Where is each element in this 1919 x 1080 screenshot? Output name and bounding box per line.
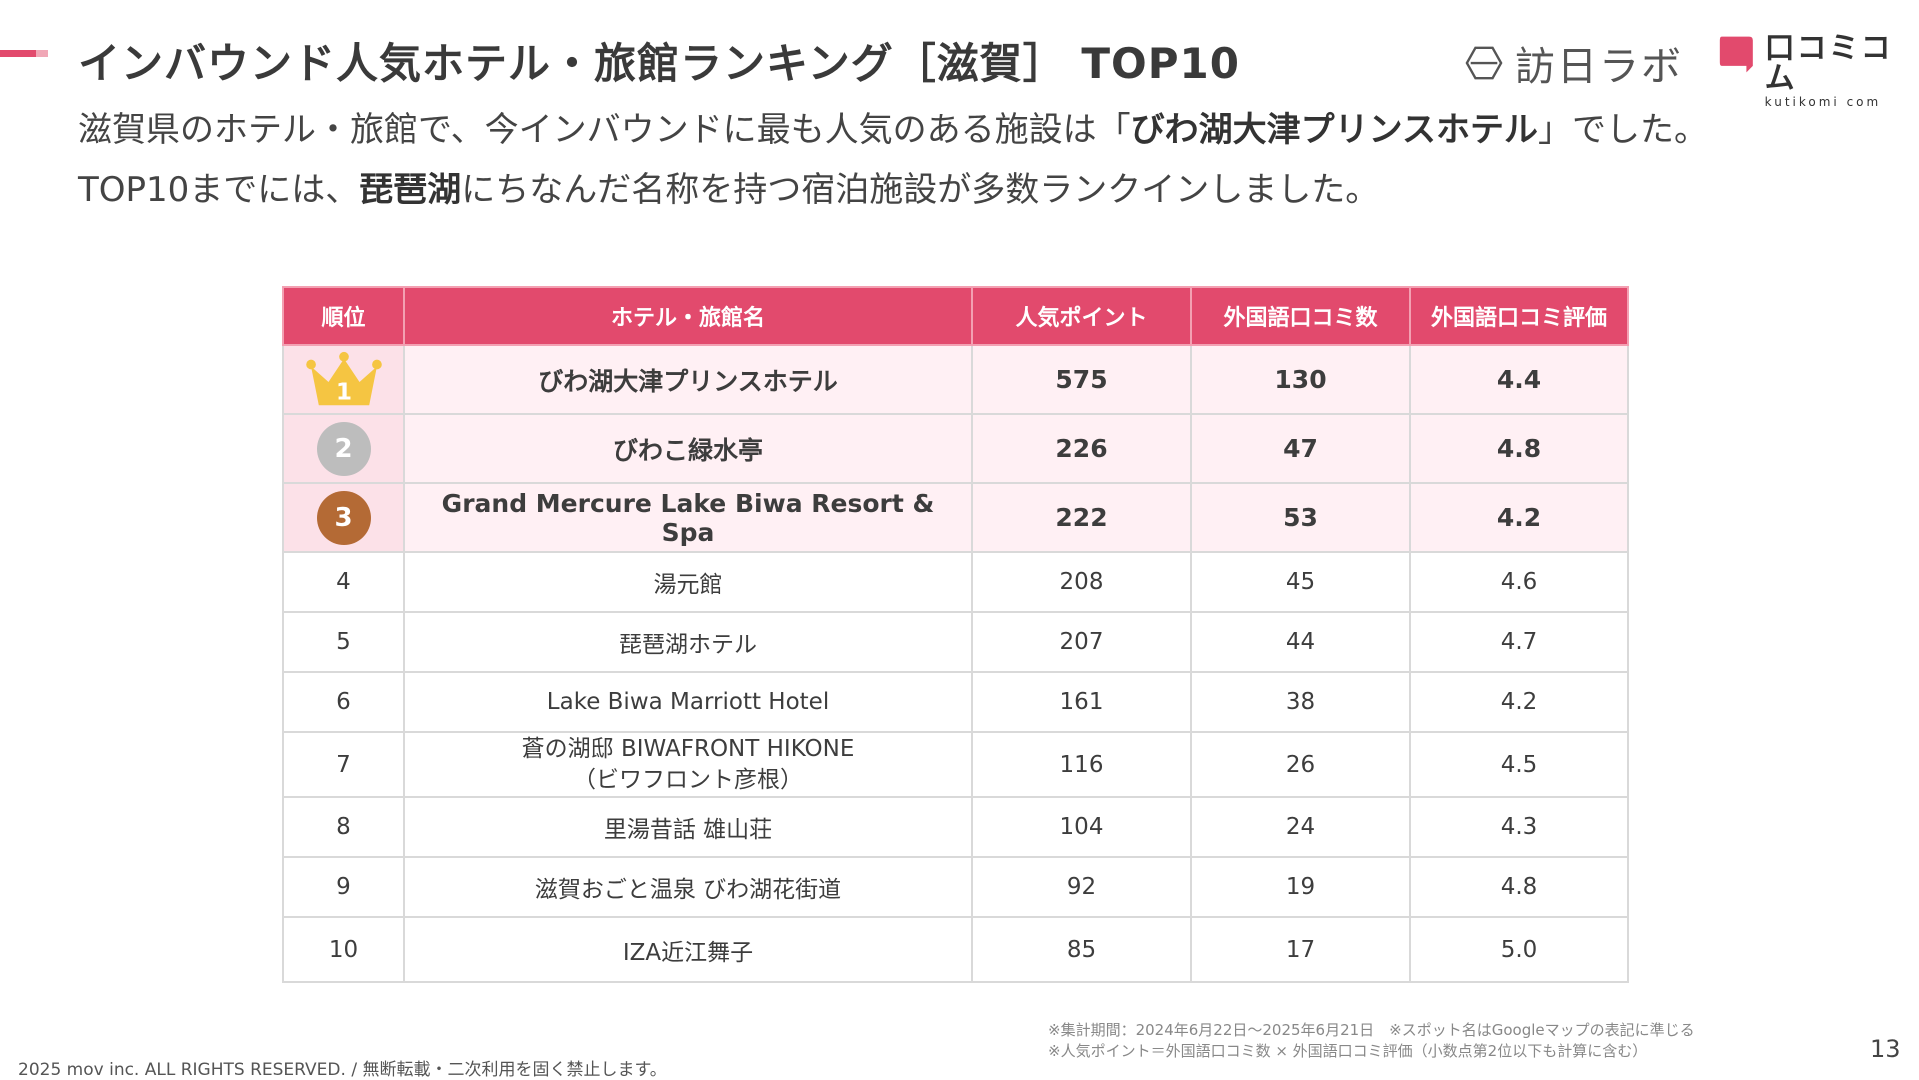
table-header-row: 順位 ホテル・旅館名 人気ポイント 外国語口コミ数 外国語口コミ評価 <box>282 286 1629 346</box>
rank-cell: 5 <box>282 611 405 673</box>
hotel-name-line-1: 蒼の湖邸 BIWAFRONT HIKONE <box>521 735 855 762</box>
houjitsu-logo-icon <box>1465 46 1503 80</box>
points-value: 85 <box>971 916 1192 983</box>
header-review-rating: 外国語口コミ評価 <box>1409 286 1629 346</box>
rank-cell: 3 <box>282 482 405 553</box>
table-row: 8 里湯昔話 雄山荘 104 24 4.3 <box>282 796 1629 858</box>
table-row: 7 蒼の湖邸 BIWAFRONT HIKONE （ビワフロント彦根） 116 2… <box>282 731 1629 798</box>
table-row: 5 琵琶湖ホテル 207 44 4.7 <box>282 611 1629 673</box>
rank-cell: 4 <box>282 551 405 613</box>
silver-medal-icon: 2 <box>316 421 371 476</box>
rank-cell: 8 <box>282 796 405 858</box>
hotel-name: Lake Biwa Marriott Hotel <box>403 671 973 733</box>
points-value: 207 <box>971 611 1192 673</box>
hotel-name: 滋賀おごと温泉 びわ湖花街道 <box>403 856 973 918</box>
points-value: 226 <box>971 413 1192 484</box>
rank-cell: 1 <box>282 344 405 415</box>
rank-cell: 6 <box>282 671 405 733</box>
table-row: 10 IZA近江舞子 85 17 5.0 <box>282 916 1629 983</box>
rank-number: 1 <box>335 378 351 405</box>
hotel-name: Grand Mercure Lake Biwa Resort & Spa <box>403 482 973 553</box>
table-row: 2 びわこ緑水亭 226 47 4.8 <box>282 413 1629 484</box>
table-row: 3 Grand Mercure Lake Biwa Resort & Spa 2… <box>282 482 1629 553</box>
review-count: 17 <box>1190 916 1411 983</box>
header-name: ホテル・旅館名 <box>403 286 973 346</box>
points-value: 161 <box>971 671 1192 733</box>
hotel-name: びわこ緑水亭 <box>403 413 973 484</box>
lead-text: 滋賀県のホテル・旅館で、今インバウンドに最も人気のある施設は「びわ湖大津プリンス… <box>78 100 1708 220</box>
copyright-footer: 2025 mov inc. ALL RIGHTS RESERVED. / 無断転… <box>18 1060 667 1080</box>
rank-cell: 2 <box>282 413 405 484</box>
points-value: 208 <box>971 551 1192 613</box>
review-count: 38 <box>1190 671 1411 733</box>
rank-cell: 9 <box>282 856 405 918</box>
table-row: 4 湯元館 208 45 4.6 <box>282 551 1629 613</box>
points-value: 575 <box>971 344 1192 415</box>
review-rating: 4.7 <box>1409 611 1629 673</box>
header-rank: 順位 <box>282 286 405 346</box>
review-count: 47 <box>1190 413 1411 484</box>
review-rating: 4.5 <box>1409 731 1629 798</box>
table-row: 6 Lake Biwa Marriott Hotel 161 38 4.2 <box>282 671 1629 733</box>
footnote-line-2: ※人気ポイント＝外国語口コミ数 × 外国語口コミ評価（小数点第2位以下も計算に含… <box>1048 1042 1648 1060</box>
review-count: 45 <box>1190 551 1411 613</box>
points-value: 104 <box>971 796 1192 858</box>
footnotes: ※集計期間：2024年6月22日〜2025年6月21日 ※スポット名はGoogl… <box>1048 1020 1695 1062</box>
bronze-medal-icon: 3 <box>316 490 371 545</box>
review-rating: 4.2 <box>1409 671 1629 733</box>
hotel-name: IZA近江舞子 <box>403 916 973 983</box>
page-number: 13 <box>1870 1035 1901 1063</box>
rank-cell: 10 <box>282 916 405 983</box>
ranking-table: 順位 ホテル・旅館名 人気ポイント 外国語口コミ数 外国語口コミ評価 1 びわ湖… <box>282 286 1629 983</box>
review-count: 44 <box>1190 611 1411 673</box>
review-rating: 4.8 <box>1409 856 1629 918</box>
header-review-count: 外国語口コミ数 <box>1190 286 1411 346</box>
header-points: 人気ポイント <box>971 286 1192 346</box>
kutikomi-logo-jp: 口コミコム <box>1764 31 1893 96</box>
houjitsu-logo-text: 訪日ラボ <box>1515 44 1683 90</box>
review-rating: 4.3 <box>1409 796 1629 858</box>
review-count: 26 <box>1190 731 1411 798</box>
hotel-name: 里湯昔話 雄山荘 <box>403 796 973 858</box>
hotel-name: びわ湖大津プリンスホテル <box>403 344 973 415</box>
points-value: 116 <box>971 731 1192 798</box>
gold-crown-icon: 1 <box>305 351 382 405</box>
kutikomi-logo-en: kutikomi com <box>1764 95 1882 109</box>
lead-line-2: TOP10までには、琵琶湖にちなんだ名称を持つ宿泊施設が多数ランクインしました。 <box>78 170 1380 210</box>
review-rating: 4.4 <box>1409 344 1629 415</box>
review-count: 19 <box>1190 856 1411 918</box>
houjitsu-labo-logo: 訪日ラボ <box>1465 34 1683 92</box>
review-rating: 4.2 <box>1409 482 1629 553</box>
hotel-name: 湯元館 <box>403 551 973 613</box>
table-row: 1 びわ湖大津プリンスホテル 575 130 4.4 <box>282 344 1629 415</box>
accent-bar <box>0 50 48 57</box>
lead-line-1: 滋賀県のホテル・旅館で、今インバウンドに最も人気のある施設は「びわ湖大津プリンス… <box>78 110 1708 150</box>
hotel-name-line-2: （ビワフロント彦根） <box>573 766 803 793</box>
rank-cell: 7 <box>282 731 405 798</box>
page-title: インバウンド人気ホテル・旅館ランキング［滋賀］ TOP10 <box>78 39 1240 88</box>
review-rating: 4.8 <box>1409 413 1629 484</box>
review-count: 130 <box>1190 344 1411 415</box>
points-value: 222 <box>971 482 1192 553</box>
footnote-line-1: ※集計期間：2024年6月22日〜2025年6月21日 ※スポット名はGoogl… <box>1048 1021 1695 1039</box>
speech-bubble-icon <box>1719 36 1753 73</box>
hotel-name: 琵琶湖ホテル <box>403 611 973 673</box>
review-rating: 4.6 <box>1409 551 1629 613</box>
hotel-name: 蒼の湖邸 BIWAFRONT HIKONE （ビワフロント彦根） <box>403 731 973 798</box>
kutikomi-logo: 口コミコム kutikomi com <box>1718 34 1919 108</box>
review-count: 24 <box>1190 796 1411 858</box>
points-value: 92 <box>971 856 1192 918</box>
review-rating: 5.0 <box>1409 916 1629 983</box>
review-count: 53 <box>1190 482 1411 553</box>
table-row: 9 滋賀おごと温泉 びわ湖花街道 92 19 4.8 <box>282 856 1629 918</box>
